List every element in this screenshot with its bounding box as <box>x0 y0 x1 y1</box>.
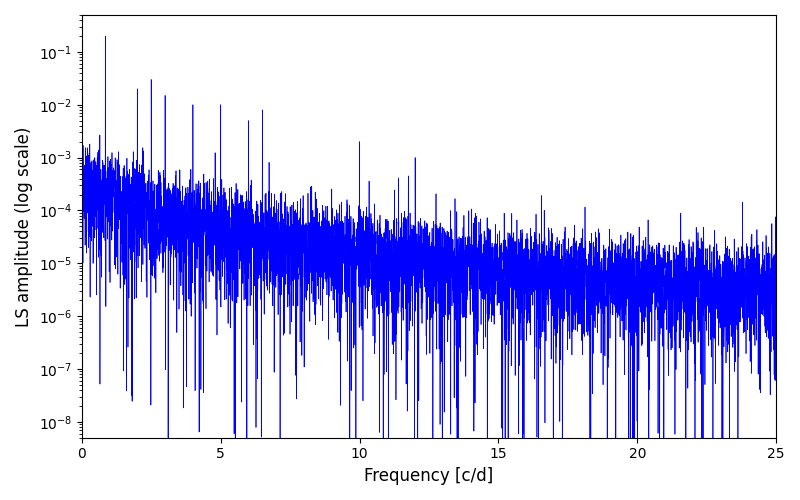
Y-axis label: LS amplitude (log scale): LS amplitude (log scale) <box>15 126 33 326</box>
X-axis label: Frequency [c/d]: Frequency [c/d] <box>364 467 494 485</box>
